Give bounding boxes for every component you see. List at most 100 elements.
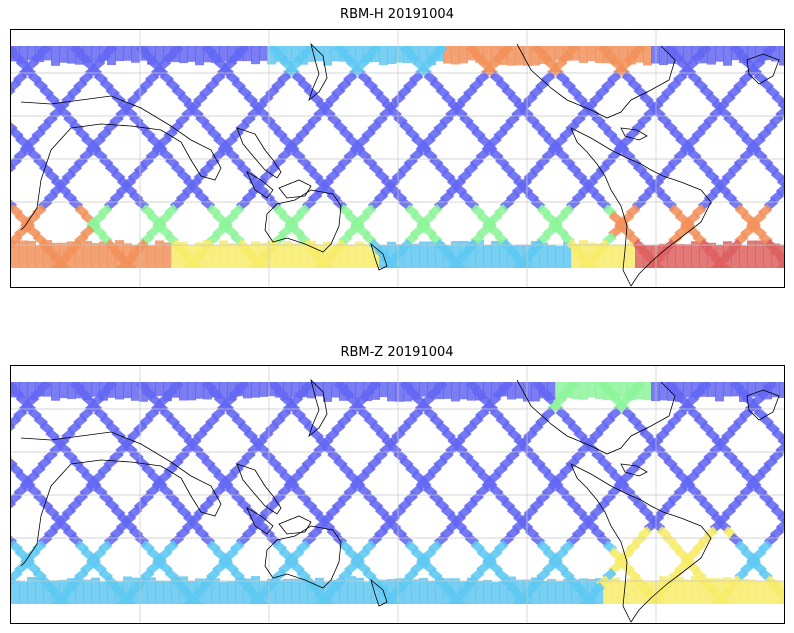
swath-segment xyxy=(667,243,676,268)
swath-segment xyxy=(491,581,500,604)
map-canvas-rbm-z xyxy=(11,366,784,623)
swath-segment xyxy=(171,576,180,604)
swath-segment xyxy=(347,46,356,65)
swath-segment xyxy=(11,162,17,176)
swath-segment xyxy=(99,581,108,604)
swath-segment xyxy=(555,581,564,604)
swath-segment xyxy=(715,382,724,402)
swath-segment xyxy=(563,578,572,604)
swath-segment xyxy=(123,576,132,604)
swath-segment xyxy=(635,46,644,63)
swath-segment xyxy=(579,46,588,63)
swath-segment xyxy=(11,78,22,92)
swath-segment xyxy=(299,578,308,604)
swath-segment xyxy=(11,575,17,589)
swath-segment xyxy=(611,577,620,604)
swath-segment xyxy=(675,46,684,62)
swath-segment xyxy=(651,46,660,64)
swath-segment xyxy=(547,579,556,604)
coastline-path xyxy=(516,43,676,119)
swath-segment xyxy=(595,46,604,64)
swath-segment xyxy=(379,382,388,397)
swath-segment xyxy=(11,240,20,268)
swath-segment xyxy=(59,46,68,63)
swath-segment xyxy=(539,581,548,604)
swath-segment xyxy=(547,382,556,400)
swath-segment xyxy=(19,46,28,64)
coastline-path xyxy=(264,525,342,589)
swath-segment xyxy=(587,46,596,62)
swath-segment xyxy=(747,46,756,64)
swath-segment xyxy=(387,382,396,402)
swath-segment xyxy=(11,580,20,604)
swath-segment xyxy=(539,242,548,268)
swath-segment xyxy=(35,245,44,268)
swath-segment xyxy=(777,99,784,113)
swath-segment xyxy=(115,382,124,400)
coastline-path xyxy=(370,578,388,607)
swath-segment xyxy=(579,382,588,400)
swath-segment xyxy=(419,46,428,63)
swath-segment xyxy=(555,245,564,268)
coastlines xyxy=(20,42,780,287)
coastline-path xyxy=(620,463,648,477)
swath-segment xyxy=(771,46,780,62)
swath-segment xyxy=(155,46,164,64)
swath-segment xyxy=(163,242,172,268)
coastline-path xyxy=(620,127,648,141)
swath-segment xyxy=(435,241,444,268)
swath-segment xyxy=(403,580,412,604)
swath-segment xyxy=(307,382,316,399)
swath-segment xyxy=(611,46,620,65)
swath-segment xyxy=(776,260,784,268)
swath-segment xyxy=(107,581,116,604)
swath-segment xyxy=(683,579,692,604)
swath-segment xyxy=(643,46,652,66)
swath-segment xyxy=(91,382,100,397)
swath-segment xyxy=(283,382,292,401)
swath-segment xyxy=(355,241,364,268)
swath-segment xyxy=(499,240,508,268)
swath-segment xyxy=(715,578,724,604)
swath-segment xyxy=(411,243,420,268)
swath-segment xyxy=(203,579,212,604)
swath-segment xyxy=(275,243,284,268)
swath-segment xyxy=(248,260,263,268)
swath-segment xyxy=(419,382,428,397)
swath-segment xyxy=(11,414,22,428)
swath-segment xyxy=(603,245,612,268)
swath-segment xyxy=(251,382,260,398)
swath-segment xyxy=(116,596,131,604)
swath-segment xyxy=(203,240,212,268)
swath-segment xyxy=(699,242,708,268)
swath-segment xyxy=(512,596,527,604)
swath-segment xyxy=(307,46,316,62)
swath-segment xyxy=(523,382,532,402)
swath-segment xyxy=(547,46,556,63)
swath-segment xyxy=(451,382,460,402)
swath-segment xyxy=(195,382,204,399)
coastline-path xyxy=(278,179,312,199)
swath-segment xyxy=(715,244,724,268)
swath-segment xyxy=(619,244,628,268)
swath-segment xyxy=(363,581,372,604)
swath-segment xyxy=(67,382,76,400)
swath-segment xyxy=(635,382,644,400)
swath-segment xyxy=(211,244,220,268)
swath-segment xyxy=(710,260,725,268)
swath-segment xyxy=(187,382,196,401)
coastline-path xyxy=(570,127,712,287)
swath-segment xyxy=(683,382,692,398)
swath-segment xyxy=(123,243,132,268)
graticule xyxy=(11,30,784,287)
swath-segment xyxy=(571,579,580,604)
swath-segment xyxy=(267,382,276,397)
swath-segment xyxy=(11,239,17,253)
swath-segment xyxy=(707,382,716,397)
swath-segment xyxy=(776,176,784,190)
swath-segment xyxy=(355,577,364,604)
swath-segment xyxy=(380,260,395,268)
swath-segment xyxy=(11,421,16,435)
swath-segment xyxy=(123,382,132,399)
swath-segment xyxy=(707,46,716,65)
